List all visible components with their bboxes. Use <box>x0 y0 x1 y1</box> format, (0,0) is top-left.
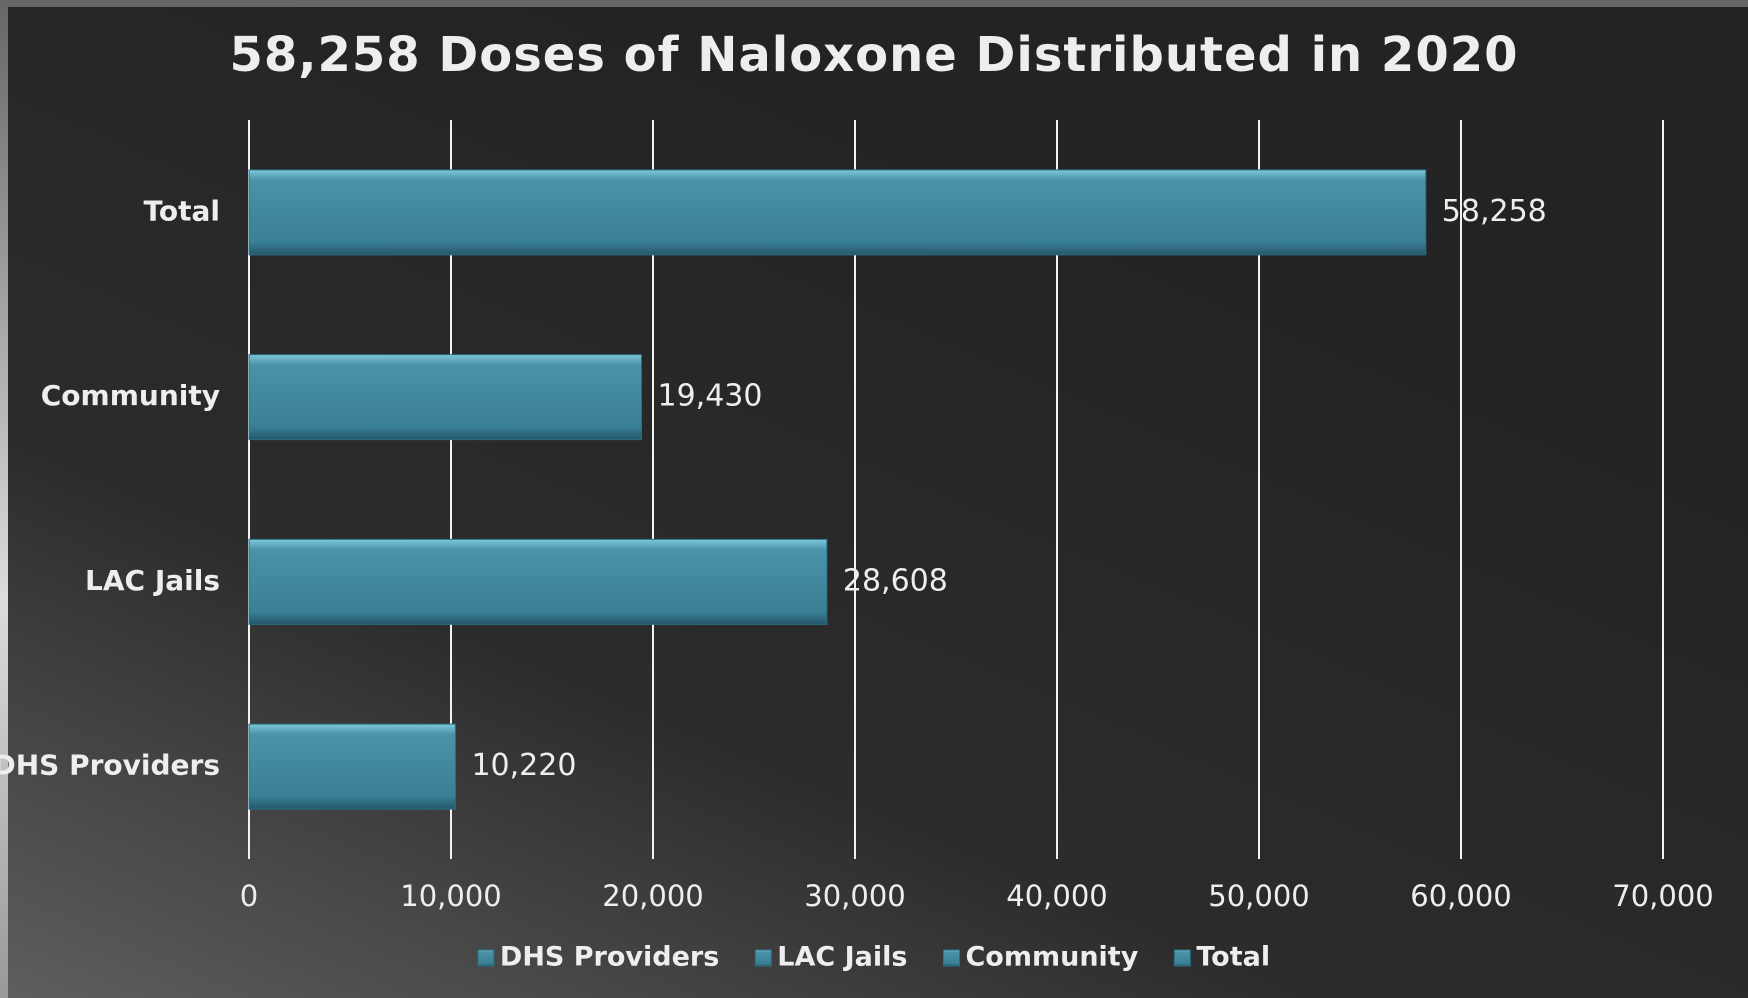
x-tick-label: 0 <box>240 879 258 913</box>
value-label: 19,430 <box>657 379 762 414</box>
value-label: 10,220 <box>471 748 576 783</box>
x-tick-label: 40,000 <box>1006 879 1107 913</box>
background <box>8 7 1748 998</box>
x-tick-label: 10,000 <box>400 879 501 913</box>
y-tick-label: LAC Jails <box>85 564 220 597</box>
legend-label: DHS Providers <box>500 942 719 973</box>
y-tick-label: Total <box>144 194 221 227</box>
legend-swatch <box>754 949 772 967</box>
x-tick-label: 50,000 <box>1208 879 1309 913</box>
value-label: 58,258 <box>1442 194 1547 229</box>
x-tick-label: 60,000 <box>1410 879 1511 913</box>
x-tick-label: 30,000 <box>804 879 905 913</box>
legend-label: Total <box>1196 942 1270 973</box>
legend-swatch <box>1173 949 1191 967</box>
legend-label: Community <box>965 942 1138 973</box>
bar <box>248 538 828 625</box>
x-tick-label: 70,000 <box>1612 879 1713 913</box>
legend-swatch <box>477 949 495 967</box>
y-tick-label: Community <box>41 379 220 412</box>
y-tick-label: DHS Providers <box>0 749 220 782</box>
chart-title: 58,258 Doses of Naloxone Distributed in … <box>229 27 1518 83</box>
x-tick-label: 20,000 <box>602 879 703 913</box>
bar <box>248 723 456 810</box>
legend-swatch <box>942 949 960 967</box>
legend-label: LAC Jails <box>777 942 907 973</box>
bar <box>248 354 642 441</box>
bar <box>248 169 1427 256</box>
value-label: 28,608 <box>843 563 948 598</box>
